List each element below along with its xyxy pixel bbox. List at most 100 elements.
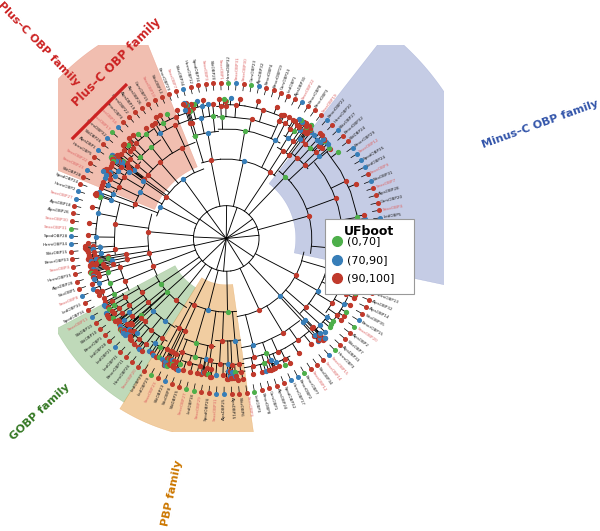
Text: SexeOBP16: SexeOBP16 [98,106,117,126]
Text: HarmDBP22: HarmDBP22 [110,93,129,116]
Text: SlitOBP28: SlitOBP28 [61,166,81,177]
Text: AlpsDBP32: AlpsDBP32 [257,61,266,84]
Text: SpodOBP24: SpodOBP24 [54,173,78,185]
Text: HarmOBP26: HarmOBP26 [113,363,131,386]
Text: SlitzOBP7: SlitzOBP7 [346,339,364,355]
Text: BmorOBP8: BmorOBP8 [308,83,323,105]
Text: Plus–C OBP family: Plus–C OBP family [70,15,164,109]
Text: BmorDBP22: BmorDBP22 [327,97,346,118]
Text: SpodOBP16: SpodOBP16 [63,310,86,324]
Text: LedOBP1: LedOBP1 [287,75,298,93]
Text: BmorOBP7: BmorOBP7 [304,375,319,396]
Text: SlitDBP5: SlitDBP5 [384,254,401,260]
Text: SpodOBP23: SpodOBP23 [384,221,409,227]
Text: HarmDBP32: HarmDBP32 [85,118,106,138]
Text: SitoOBP8: SitoOBP8 [162,387,173,406]
Text: BmorDBP3: BmorDBP3 [314,88,331,109]
Text: LedOBP31: LedOBP31 [102,353,119,371]
Text: AlpsOBP18: AlpsOBP18 [49,199,71,207]
Text: LedOBP18: LedOBP18 [187,393,195,415]
Text: SexeOBP30: SexeOBP30 [242,57,248,81]
Text: SpodOBP32: SpodOBP32 [283,385,296,409]
Text: SexeOBP31: SexeOBP31 [44,225,68,230]
Text: SexeOBP12: SexeOBP12 [358,138,380,154]
Text: SlitzOBP34: SlitzOBP34 [174,64,184,87]
Polygon shape [11,24,197,210]
Text: UFboot: UFboot [344,225,394,238]
Text: BmorOBP29: BmorOBP29 [354,130,377,148]
Polygon shape [56,266,196,402]
Text: PBP family: PBP family [160,459,184,527]
Text: SitoOBP12: SitoOBP12 [149,73,162,95]
Text: CarsOBP1: CarsOBP1 [268,390,278,411]
Text: AlpsOBP14: AlpsOBP14 [368,306,390,320]
Text: SexeOBP8: SexeOBP8 [58,295,79,307]
Text: AlpsDBP30: AlpsDBP30 [295,75,308,97]
Text: HarmOBP5: HarmOBP5 [71,141,92,157]
Text: Plus–C OBP family: Plus–C OBP family [0,0,81,88]
Text: SexeOBP10: SexeOBP10 [141,75,155,98]
Text: SlitOBP20: SlitOBP20 [209,60,215,81]
Text: AlpsDBP28: AlpsDBP28 [52,280,74,290]
Text: HarmOBP35: HarmOBP35 [47,273,72,282]
Text: SexeOBP4: SexeOBP4 [382,204,403,212]
Text: SexeOBP27: SexeOBP27 [49,190,73,200]
Text: SexeOBP7: SexeOBP7 [166,67,177,89]
Text: LedOBP21: LedOBP21 [96,348,114,365]
Text: AlpsOBP2: AlpsOBP2 [351,333,370,348]
FancyBboxPatch shape [325,219,413,295]
Text: SexeOBP27: SexeOBP27 [178,391,187,415]
Text: CarsOBP23: CarsOBP23 [250,58,257,82]
Text: SpodOBP16: SpodOBP16 [191,58,199,83]
Text: SlitzOBP15: SlitzOBP15 [46,250,68,255]
Text: HarmOBP13: HarmOBP13 [374,292,399,305]
Text: HarmOBP3: HarmOBP3 [335,351,354,370]
Text: SexeOBP23: SexeOBP23 [62,156,85,170]
Text: SexeOBP22: SexeOBP22 [301,78,316,100]
Text: LedOBP10: LedOBP10 [62,303,83,315]
Text: SpodOBP28: SpodOBP28 [43,234,68,238]
Text: CarsOBP20: CarsOBP20 [380,195,404,204]
Text: SexeOBP31: SexeOBP31 [234,56,240,80]
Text: AlpsOBP24: AlpsOBP24 [275,388,287,410]
Text: BmorOBP1: BmorOBP1 [83,336,103,353]
Text: HarmOBP10: HarmOBP10 [333,102,353,124]
Text: SexeOBP19: SexeOBP19 [321,92,338,114]
Text: SexeOBP22: SexeOBP22 [65,149,88,164]
Text: SexeOBP14: SexeOBP14 [323,361,341,382]
Text: CarsOBP24: CarsOBP24 [280,67,292,90]
Text: SitoOBP19: SitoOBP19 [381,270,403,278]
Text: HarmOBP17: HarmOBP17 [290,382,304,406]
Text: (90,100]: (90,100] [347,273,394,283]
Text: AlpsDBP12: AlpsDBP12 [385,246,407,252]
Text: SexeOBP29: SexeOBP29 [195,395,203,419]
Text: SitoOBP34: SitoOBP34 [317,366,333,386]
Text: LedOBP28: LedOBP28 [90,342,109,359]
Text: HarmOBP20: HarmOBP20 [383,262,408,270]
Text: BmorOBP15: BmorOBP15 [360,320,383,337]
Text: SlitOBP10: SlitOBP10 [80,330,98,345]
Text: SlitDBP25: SlitDBP25 [170,389,180,409]
Text: SexeOBP9: SexeOBP9 [370,162,391,175]
Text: LedOBP29: LedOBP29 [130,372,145,392]
Text: HarmDBP32: HarmDBP32 [226,55,231,80]
Text: SexeOBP1: SexeOBP1 [218,59,223,80]
Polygon shape [120,278,254,439]
Text: SpodOBP35: SpodOBP35 [362,145,385,160]
Text: BmorOBP11: BmorOBP11 [106,358,125,380]
Text: BmorDBP4: BmorDBP4 [265,63,275,85]
Text: BmorDBP2: BmorDBP2 [297,379,311,400]
Text: SlitOBP23: SlitOBP23 [154,383,165,404]
Text: SlitzOBP6: SlitzOBP6 [238,397,243,417]
Text: SlitDBP26: SlitDBP26 [83,129,101,144]
Text: SpodOBP26: SpodOBP26 [204,396,211,421]
Text: SitoOBP1: SitoOBP1 [58,288,77,298]
Text: BmorOBP33: BmorOBP33 [44,258,69,265]
Text: Minus–C OBP family: Minus–C OBP family [481,98,600,150]
Text: AlpsOBP28: AlpsOBP28 [378,186,401,196]
Text: SexeOBP31: SexeOBP31 [213,397,218,421]
Text: SitoOBP29: SitoOBP29 [379,277,401,287]
Text: AlpsOBP32: AlpsOBP32 [371,299,394,312]
Text: SexeOBP15: SexeOBP15 [329,356,348,376]
Text: CarsOBP12: CarsOBP12 [377,285,400,296]
